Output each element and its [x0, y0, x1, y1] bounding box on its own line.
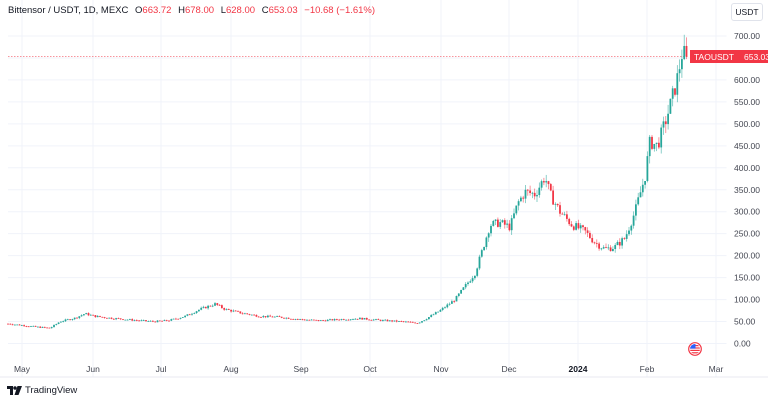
tradingview-logo-icon [7, 386, 22, 395]
low-label: L [220, 5, 226, 16]
price-axis[interactable]: 700.00650.00600.00550.00500.00450.00400.… [734, 31, 760, 349]
price-tick-label: 700.00 [734, 31, 760, 41]
time-tick-label: Oct [363, 364, 377, 374]
price-tick-label: 200.00 [734, 251, 760, 261]
tradingview-label: TradingView [25, 385, 78, 396]
high-value: 678.00 [184, 5, 215, 16]
open-label: O [135, 5, 143, 16]
tradingview-brand[interactable]: TradingView [7, 385, 77, 396]
time-tick-label: Feb [640, 364, 655, 374]
time-tick-label: Mar [709, 364, 724, 374]
time-tick-label: Nov [433, 364, 449, 374]
symbol-legend: Bittensor / USDT, 1D, MEXC O663.72 H678.… [8, 5, 375, 16]
time-tick-label: Dec [501, 364, 517, 374]
symbol-name: Bittensor / USDT, 1D, MEXC [8, 5, 129, 16]
time-tick-label: Sep [293, 364, 308, 374]
time-tick-label: May [14, 364, 31, 374]
chart-grid [8, 0, 727, 377]
candlesticks [7, 34, 688, 329]
price-tick-label: 600.00 [734, 75, 760, 85]
price-tick-label: 0.00 [734, 339, 751, 349]
price-tick-label: 550.00 [734, 97, 760, 107]
price-tick-label: 300.00 [734, 207, 760, 217]
change-value: −10.68 (−1.61%) [304, 5, 376, 16]
low-value: 628.00 [225, 5, 256, 16]
price-tick-label: 100.00 [734, 295, 760, 305]
price-tick-label: 350.00 [734, 185, 760, 195]
time-tick-label: Aug [223, 364, 238, 374]
currency-button[interactable]: USDT [731, 3, 763, 21]
time-tick-label: Jul [156, 364, 167, 374]
price-tag-ticker: TAOUSDT [694, 51, 734, 62]
price-tick-label: 150.00 [734, 273, 760, 283]
price-tick-label: 400.00 [734, 163, 760, 173]
time-axis[interactable]: May Jun Jul Aug Sep Oct Nov Dec 2024 Feb Mar [14, 364, 724, 374]
time-tick-label: 2024 [569, 364, 588, 374]
price-tick-label: 250.00 [734, 229, 760, 239]
us-flag-icon[interactable] [688, 342, 702, 356]
price-tag-value: 653.03 [743, 51, 768, 62]
open-value: 663.72 [142, 5, 172, 16]
close-label: C [261, 5, 269, 16]
price-tick-label: 450.00 [734, 141, 760, 151]
high-label: H [178, 5, 185, 16]
price-tick-label: 50.00 [734, 317, 756, 327]
close-value: 653.03 [268, 5, 298, 16]
last-price-tag: TAOUSDT 653.03 [690, 50, 768, 63]
time-tick-label: Jun [86, 364, 100, 374]
price-tick-label: 500.00 [734, 119, 760, 129]
